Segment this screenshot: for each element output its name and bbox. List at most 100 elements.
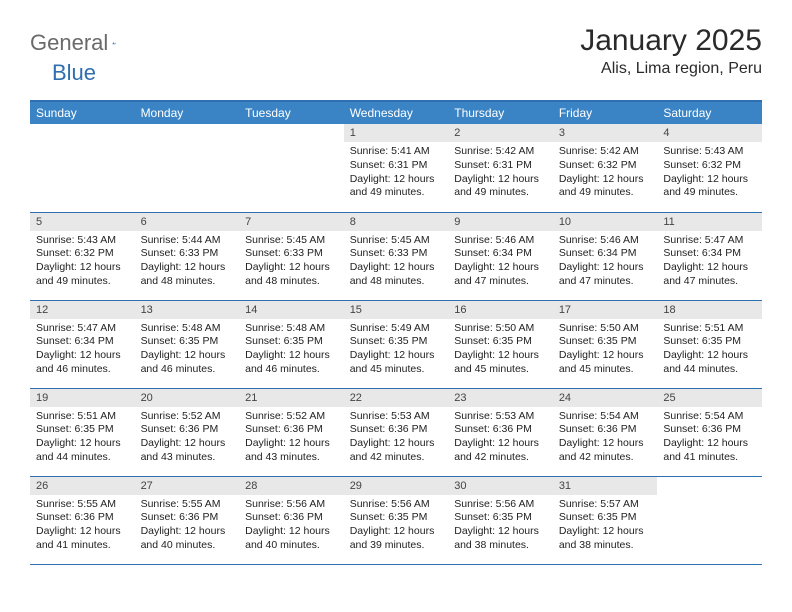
sunset-line: Sunset: 6:34 PM: [36, 335, 129, 349]
sunset-line: Sunset: 6:35 PM: [454, 511, 547, 525]
day-number: 5: [30, 213, 135, 231]
daylight-line: Daylight: 12 hours and 38 minutes.: [454, 525, 547, 552]
day-body: Sunrise: 5:56 AMSunset: 6:35 PMDaylight:…: [448, 495, 553, 557]
calendar-day-cell: 14Sunrise: 5:48 AMSunset: 6:35 PMDayligh…: [239, 300, 344, 388]
day-body: Sunrise: 5:50 AMSunset: 6:35 PMDaylight:…: [553, 319, 658, 381]
calendar-day-cell: 23Sunrise: 5:53 AMSunset: 6:36 PMDayligh…: [448, 388, 553, 476]
daylight-line: Daylight: 12 hours and 48 minutes.: [350, 261, 443, 288]
weekday-header: Saturday: [657, 101, 762, 124]
sunrise-line: Sunrise: 5:48 AM: [245, 322, 338, 336]
sunset-line: Sunset: 6:36 PM: [245, 511, 338, 525]
sunrise-line: Sunrise: 5:56 AM: [245, 498, 338, 512]
location-label: Alis, Lima region, Peru: [580, 60, 762, 78]
sunrise-line: Sunrise: 5:49 AM: [350, 322, 443, 336]
calendar-day-cell: 2Sunrise: 5:42 AMSunset: 6:31 PMDaylight…: [448, 124, 553, 212]
sunset-line: Sunset: 6:33 PM: [350, 247, 443, 261]
sunset-line: Sunset: 6:32 PM: [36, 247, 129, 261]
day-body: Sunrise: 5:55 AMSunset: 6:36 PMDaylight:…: [30, 495, 135, 557]
weekday-header: Friday: [553, 101, 658, 124]
sunset-line: Sunset: 6:31 PM: [454, 159, 547, 173]
daylight-line: Daylight: 12 hours and 48 minutes.: [141, 261, 234, 288]
sunset-line: Sunset: 6:36 PM: [350, 423, 443, 437]
day-body: Sunrise: 5:44 AMSunset: 6:33 PMDaylight:…: [135, 231, 240, 293]
sunset-line: Sunset: 6:35 PM: [663, 335, 756, 349]
sunset-line: Sunset: 6:35 PM: [141, 335, 234, 349]
sunrise-line: Sunrise: 5:43 AM: [663, 145, 756, 159]
sunrise-line: Sunrise: 5:55 AM: [36, 498, 129, 512]
day-number: 16: [448, 301, 553, 319]
daylight-line: Daylight: 12 hours and 46 minutes.: [245, 349, 338, 376]
daylight-line: Daylight: 12 hours and 40 minutes.: [141, 525, 234, 552]
daylight-line: Daylight: 12 hours and 46 minutes.: [36, 349, 129, 376]
weekday-header: Sunday: [30, 101, 135, 124]
calendar-day-cell: 7Sunrise: 5:45 AMSunset: 6:33 PMDaylight…: [239, 212, 344, 300]
calendar-day-cell: 13Sunrise: 5:48 AMSunset: 6:35 PMDayligh…: [135, 300, 240, 388]
calendar-day-cell: 6Sunrise: 5:44 AMSunset: 6:33 PMDaylight…: [135, 212, 240, 300]
day-body: Sunrise: 5:54 AMSunset: 6:36 PMDaylight:…: [553, 407, 658, 469]
day-body: Sunrise: 5:42 AMSunset: 6:31 PMDaylight:…: [448, 142, 553, 204]
calendar-day-cell: 8Sunrise: 5:45 AMSunset: 6:33 PMDaylight…: [344, 212, 449, 300]
daylight-line: Daylight: 12 hours and 49 minutes.: [663, 173, 756, 200]
sunset-line: Sunset: 6:33 PM: [141, 247, 234, 261]
day-number: 11: [657, 213, 762, 231]
sunrise-line: Sunrise: 5:47 AM: [36, 322, 129, 336]
sunset-line: Sunset: 6:32 PM: [559, 159, 652, 173]
sunrise-line: Sunrise: 5:54 AM: [559, 410, 652, 424]
sunset-line: Sunset: 6:34 PM: [559, 247, 652, 261]
daylight-line: Daylight: 12 hours and 44 minutes.: [36, 437, 129, 464]
calendar-week: ...1Sunrise: 5:41 AMSunset: 6:31 PMDayli…: [30, 124, 762, 212]
calendar-day-cell: 9Sunrise: 5:46 AMSunset: 6:34 PMDaylight…: [448, 212, 553, 300]
day-number: 6: [135, 213, 240, 231]
day-number: 15: [344, 301, 449, 319]
sunset-line: Sunset: 6:31 PM: [350, 159, 443, 173]
calendar-day-cell: 27Sunrise: 5:55 AMSunset: 6:36 PMDayligh…: [135, 476, 240, 564]
day-body: Sunrise: 5:46 AMSunset: 6:34 PMDaylight:…: [448, 231, 553, 293]
daylight-line: Daylight: 12 hours and 45 minutes.: [559, 349, 652, 376]
day-body: Sunrise: 5:45 AMSunset: 6:33 PMDaylight:…: [239, 231, 344, 293]
daylight-line: Daylight: 12 hours and 38 minutes.: [559, 525, 652, 552]
calendar-day-cell: 26Sunrise: 5:55 AMSunset: 6:36 PMDayligh…: [30, 476, 135, 564]
calendar-head: SundayMondayTuesdayWednesdayThursdayFrid…: [30, 101, 762, 124]
day-number: 30: [448, 477, 553, 495]
day-number: 26: [30, 477, 135, 495]
daylight-line: Daylight: 12 hours and 45 minutes.: [350, 349, 443, 376]
calendar-day-cell: 16Sunrise: 5:50 AMSunset: 6:35 PMDayligh…: [448, 300, 553, 388]
daylight-line: Daylight: 12 hours and 44 minutes.: [663, 349, 756, 376]
calendar-day-cell: .: [135, 124, 240, 212]
weekday-header: Wednesday: [344, 101, 449, 124]
daylight-line: Daylight: 12 hours and 42 minutes.: [350, 437, 443, 464]
sunset-line: Sunset: 6:35 PM: [454, 335, 547, 349]
calendar-week: 19Sunrise: 5:51 AMSunset: 6:35 PMDayligh…: [30, 388, 762, 476]
sunset-line: Sunset: 6:33 PM: [245, 247, 338, 261]
calendar-day-cell: 5Sunrise: 5:43 AMSunset: 6:32 PMDaylight…: [30, 212, 135, 300]
sunrise-line: Sunrise: 5:45 AM: [350, 234, 443, 248]
sunrise-line: Sunrise: 5:57 AM: [559, 498, 652, 512]
day-body: Sunrise: 5:46 AMSunset: 6:34 PMDaylight:…: [553, 231, 658, 293]
calendar-day-cell: 28Sunrise: 5:56 AMSunset: 6:36 PMDayligh…: [239, 476, 344, 564]
day-number: 21: [239, 389, 344, 407]
day-number: 18: [657, 301, 762, 319]
calendar-body: ...1Sunrise: 5:41 AMSunset: 6:31 PMDayli…: [30, 124, 762, 564]
month-title: January 2025: [580, 24, 762, 58]
sunrise-line: Sunrise: 5:46 AM: [559, 234, 652, 248]
logo-sail-icon: [112, 34, 116, 52]
day-body: Sunrise: 5:51 AMSunset: 6:35 PMDaylight:…: [657, 319, 762, 381]
day-number: 22: [344, 389, 449, 407]
sunset-line: Sunset: 6:36 PM: [559, 423, 652, 437]
day-number: 23: [448, 389, 553, 407]
sunrise-line: Sunrise: 5:47 AM: [663, 234, 756, 248]
calendar-day-cell: .: [239, 124, 344, 212]
calendar-page: General January 2025 Alis, Lima region, …: [0, 0, 792, 585]
sunrise-line: Sunrise: 5:44 AM: [141, 234, 234, 248]
day-body: Sunrise: 5:48 AMSunset: 6:35 PMDaylight:…: [239, 319, 344, 381]
sunset-line: Sunset: 6:36 PM: [141, 511, 234, 525]
sunset-line: Sunset: 6:36 PM: [245, 423, 338, 437]
day-number: 24: [553, 389, 658, 407]
sunset-line: Sunset: 6:35 PM: [559, 511, 652, 525]
day-body: Sunrise: 5:55 AMSunset: 6:36 PMDaylight:…: [135, 495, 240, 557]
day-body: Sunrise: 5:43 AMSunset: 6:32 PMDaylight:…: [657, 142, 762, 204]
sunrise-line: Sunrise: 5:50 AM: [559, 322, 652, 336]
day-number: 4: [657, 124, 762, 142]
sunrise-line: Sunrise: 5:43 AM: [36, 234, 129, 248]
calendar-day-cell: 11Sunrise: 5:47 AMSunset: 6:34 PMDayligh…: [657, 212, 762, 300]
